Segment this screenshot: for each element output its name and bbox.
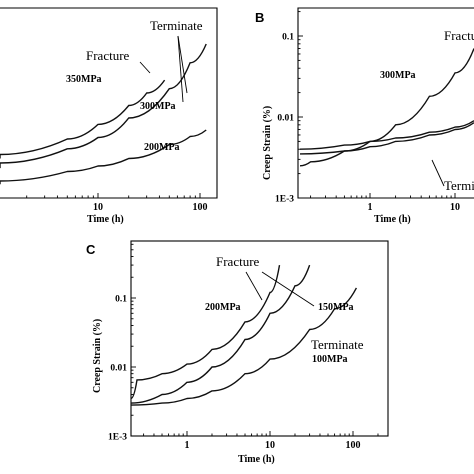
creep-curve-150mpa (130, 264, 311, 404)
panel-c-x-label: Time (h) (238, 454, 275, 465)
panel-c-y-ticks: 0.1 0.01 1E-3 (108, 243, 136, 443)
panel-a-x-ticks: 10 100 (26, 193, 208, 213)
panel-b-y-label: Creep Strain (%) (262, 106, 273, 180)
panel-c: C 0.1 0.01 1E-3 1 10 100 Fracture 200MPa 150… (86, 240, 389, 465)
x-tick-label: 1 (368, 202, 373, 213)
panel-a: 10 100 Terminate Fracture 350MPa 300MPa 2… (0, 7, 218, 225)
creep-curve-series-2 (299, 120, 474, 150)
annotation-fracture-b: Fractu (444, 28, 474, 43)
y-tick-label: 0.01 (110, 364, 127, 374)
creep-curve-300mpa (0, 43, 207, 169)
annotation-terminate-a: Terminate (150, 18, 203, 33)
panel-b-y-ticks: 0.1 0.01 1E-3 (275, 11, 303, 205)
x-tick-label: 10 (265, 440, 275, 451)
x-tick-label: 10 (93, 202, 103, 213)
y-tick-label: 1E-3 (108, 433, 127, 443)
annotation-terminate-c: Terminate (311, 337, 364, 352)
annotation-fracture-a: Fracture (86, 48, 130, 63)
annotation-fracture-c: Fracture (216, 254, 260, 269)
x-tick-label: 100 (346, 440, 361, 451)
panel-b-curves (299, 48, 474, 167)
panel-a-curves (0, 43, 207, 185)
arrow-terminate-b (431, 159, 445, 187)
y-tick-label: 1E-3 (275, 195, 294, 205)
creep-curve-300mpa (299, 48, 474, 167)
y-tick-label: 0.01 (277, 114, 294, 124)
y-tick-label: 0.1 (115, 295, 127, 305)
x-tick-label: 10 (450, 202, 460, 213)
panel-c-frame (130, 240, 389, 437)
arrow-fracture-150 (261, 271, 315, 307)
panel-b: B 0.1 0.01 1E-3 1 10 Fractu 300MPa Termi Cr… (255, 7, 474, 225)
arrow-fracture-350 (139, 61, 151, 74)
creep-curve-200mpa (0, 129, 207, 185)
label-200mpa-a: 200MPa (144, 142, 180, 153)
label-100mpa-c: 100MPa (312, 354, 348, 365)
y-tick-label: 0.1 (282, 33, 294, 43)
creep-curve-100mpa (130, 287, 358, 406)
annotation-terminate-b: Termi (444, 178, 474, 193)
x-tick-label: 1 (185, 440, 190, 451)
creep-curve-series-3 (299, 122, 474, 155)
label-300mpa-a: 300MPa (140, 101, 176, 112)
panel-c-x-ticks: 1 10 100 (143, 431, 379, 451)
label-200mpa-c: 200MPa (205, 302, 241, 313)
arrow-terminate-200 (177, 35, 188, 94)
panel-a-frame (0, 7, 218, 199)
creep-curve-350mpa (0, 79, 166, 159)
label-350mpa: 350MPa (66, 74, 102, 85)
panel-b-x-label: Time (h) (374, 214, 411, 225)
panel-b-frame (297, 7, 474, 199)
panel-c-curves (130, 264, 358, 406)
x-tick-label: 100 (193, 202, 208, 213)
label-300mpa-b: 300MPa (380, 70, 416, 81)
creep-curve-200mpa (130, 264, 281, 400)
panel-a-x-label: Time (h) (87, 214, 124, 225)
arrow-fracture-200 (245, 271, 263, 301)
panel-b-x-ticks: 1 10 (310, 193, 460, 213)
panel-b-letter: B (255, 10, 264, 25)
arrow-terminate-300 (177, 35, 184, 103)
panel-c-letter: C (86, 242, 96, 257)
panel-c-y-label: Creep Strain (%) (92, 319, 103, 393)
label-150mpa-c: 150MPa (318, 302, 354, 313)
